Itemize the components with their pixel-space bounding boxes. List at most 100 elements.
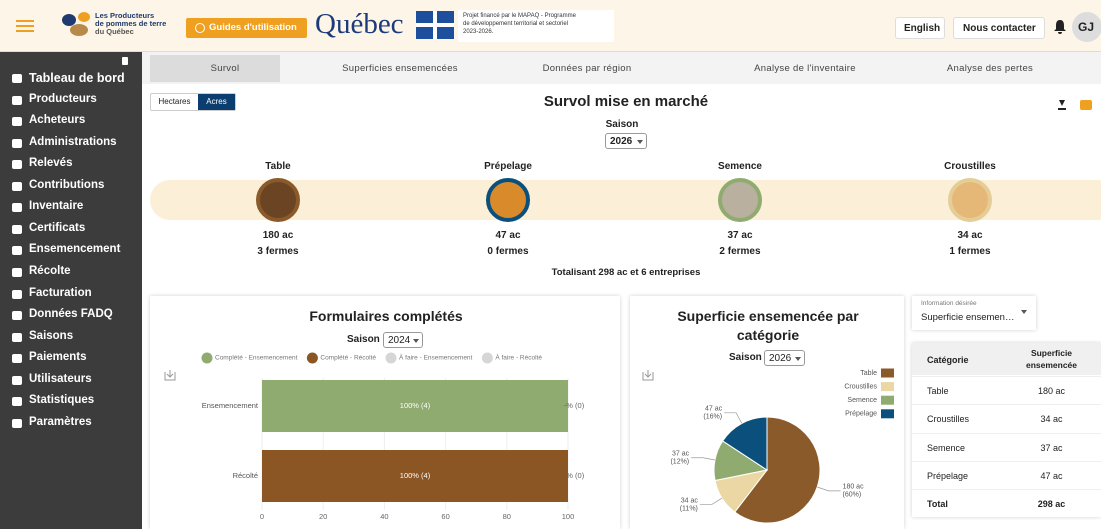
table-cell: Croustilles bbox=[912, 404, 1002, 432]
language-button[interactable]: English bbox=[895, 17, 945, 39]
nav-item[interactable]: Utilisateurs bbox=[0, 370, 142, 390]
nav-item[interactable]: Acheteurs bbox=[0, 111, 142, 131]
tab-label: Superficies ensemencées bbox=[320, 63, 480, 74]
nav-icon bbox=[12, 290, 22, 299]
help-icon bbox=[195, 23, 205, 33]
tab-label: Données par région bbox=[507, 63, 667, 74]
nav-item[interactable]: Tableau de bord bbox=[0, 68, 142, 88]
nav-label: Facturation bbox=[29, 287, 92, 299]
nav-item[interactable]: Ensemencement bbox=[0, 240, 142, 260]
bell-icon[interactable] bbox=[1053, 19, 1067, 35]
category-area: 47 ac bbox=[448, 230, 568, 241]
avatar-initials: GJ bbox=[1078, 20, 1094, 34]
table-cell: Prépelage bbox=[912, 461, 1002, 489]
category-image bbox=[948, 178, 992, 222]
nav-item[interactable]: Paramètres bbox=[0, 413, 142, 433]
nav-icon bbox=[12, 182, 22, 191]
select-arrow bbox=[637, 140, 643, 144]
nav-icon bbox=[12, 96, 22, 105]
guide-button[interactable]: Guides d'utilisation bbox=[186, 18, 307, 38]
nav-icon bbox=[12, 419, 22, 428]
nav-label: Saisons bbox=[29, 330, 73, 342]
nav-item[interactable]: Paiements bbox=[0, 348, 142, 368]
app: Guides d'utilisation Québec English Nous… bbox=[0, 0, 1101, 529]
nav-icon bbox=[12, 311, 22, 320]
category-area: 34 ac bbox=[910, 230, 1030, 241]
nav-label: Statistiques bbox=[29, 394, 94, 406]
menu-button[interactable] bbox=[16, 20, 38, 34]
nav-label: Administrations bbox=[29, 136, 117, 148]
menu-line bbox=[16, 20, 34, 22]
unit-option[interactable]: Hectares bbox=[151, 94, 198, 110]
download-arrow bbox=[1059, 100, 1065, 106]
flag-cross bbox=[416, 23, 454, 27]
info-value: Superficie ensemen… bbox=[921, 312, 1014, 323]
nav-label: Contributions bbox=[29, 179, 104, 191]
logo-text: du Québec bbox=[95, 27, 134, 36]
nav-item[interactable]: Relevés bbox=[0, 154, 142, 174]
nav-item[interactable]: Récolte bbox=[0, 262, 142, 282]
pie-season-value: 2026 bbox=[769, 353, 791, 364]
nav-item[interactable]: Administrations bbox=[0, 133, 142, 153]
category-image bbox=[486, 178, 530, 222]
forms-season-value: 2024 bbox=[388, 335, 410, 346]
season-select[interactable]: 2026 bbox=[605, 133, 647, 149]
info-select[interactable]: Information désirée Superficie ensemen… bbox=[912, 296, 1036, 330]
nav-label: Relevés bbox=[29, 157, 72, 169]
funding-text: 2023-2026. bbox=[463, 29, 493, 35]
table-cell: 180 ac bbox=[1002, 376, 1101, 404]
nav-item[interactable]: Données FADQ bbox=[0, 305, 142, 325]
funding-text: Projet financé par le MAPAQ - Programme bbox=[463, 13, 576, 19]
season-label: Saison bbox=[572, 119, 672, 130]
nav-icon bbox=[12, 74, 22, 83]
logo-mark bbox=[70, 24, 88, 36]
nav-label: Paiements bbox=[29, 351, 87, 363]
category-image bbox=[256, 178, 300, 222]
nav-label: Récolte bbox=[29, 265, 71, 277]
table-cell: 34 ac bbox=[1002, 404, 1101, 432]
sidebar-pin[interactable] bbox=[122, 57, 128, 65]
table-cell: 37 ac bbox=[1002, 433, 1101, 461]
nav-icon bbox=[12, 139, 22, 148]
tab-label: Analyse de l'inventaire bbox=[725, 63, 885, 74]
nav-item[interactable]: Facturation bbox=[0, 284, 142, 304]
avatar[interactable]: GJ bbox=[1072, 12, 1101, 42]
contact-label: Nous contacter bbox=[963, 23, 1036, 34]
menu-line bbox=[16, 25, 34, 27]
select-arrow bbox=[795, 357, 801, 361]
nav-label: Ensemencement bbox=[29, 243, 120, 255]
contact-button[interactable]: Nous contacter bbox=[953, 17, 1045, 39]
bell-shape bbox=[1054, 20, 1066, 34]
quebec-wordmark: Québec bbox=[315, 8, 404, 41]
survol-total: Totalisant 298 ac et 6 entreprises bbox=[476, 267, 776, 278]
nav-label: Tableau de bord bbox=[29, 71, 125, 85]
guide-label: Guides d'utilisation bbox=[209, 22, 297, 33]
camera-icon[interactable] bbox=[1080, 100, 1092, 110]
category-name: Croustilles bbox=[910, 161, 1030, 172]
nav-item[interactable]: Statistiques bbox=[0, 391, 142, 411]
nav-label: Utilisateurs bbox=[29, 373, 92, 385]
download-icon[interactable] bbox=[1058, 100, 1066, 110]
pie-season-select[interactable]: 2026 bbox=[764, 350, 805, 366]
nav-item[interactable]: Certificats bbox=[0, 219, 142, 239]
category-farms: 3 fermes bbox=[218, 246, 338, 257]
nav-icon bbox=[12, 203, 22, 212]
nav-icon bbox=[12, 397, 22, 406]
logo-mark bbox=[78, 12, 90, 22]
category-name: Prépelage bbox=[448, 161, 568, 172]
nav-icon bbox=[12, 354, 22, 363]
nav-label: Acheteurs bbox=[29, 114, 85, 126]
nav-icon bbox=[12, 117, 22, 126]
nav-item[interactable]: Inventaire bbox=[0, 197, 142, 217]
table-header: Catégorie bbox=[912, 343, 1002, 375]
nav-icon bbox=[12, 268, 22, 277]
forms-season-select[interactable]: 2024 bbox=[383, 332, 423, 348]
forms-season-label: Saison bbox=[347, 334, 380, 345]
nav-item[interactable]: Contributions bbox=[0, 176, 142, 196]
nav-item[interactable]: Saisons bbox=[0, 327, 142, 347]
unit-option[interactable]: Acres bbox=[198, 94, 235, 110]
nav-item[interactable]: Producteurs bbox=[0, 90, 142, 110]
table-cell: 47 ac bbox=[1002, 461, 1101, 489]
nav-label: Paramètres bbox=[29, 416, 92, 428]
table-cell: 298 ac bbox=[1002, 489, 1101, 517]
